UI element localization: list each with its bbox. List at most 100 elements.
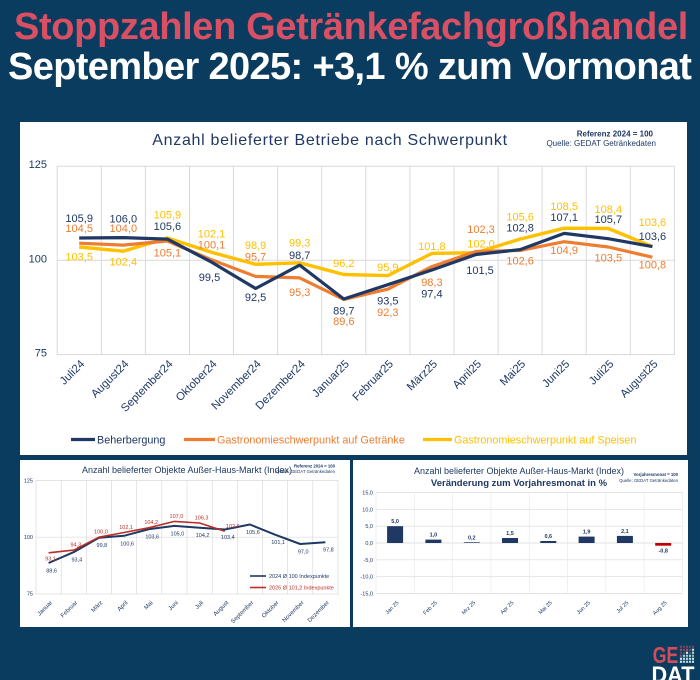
svg-text:93,4: 93,4 xyxy=(71,558,82,564)
svg-text:Anzahl belieferter Betriebe na: Anzahl belieferter Betriebe nach Schwerp… xyxy=(152,132,507,149)
svg-text:März25: März25 xyxy=(405,358,440,393)
svg-text:Mai25: Mai25 xyxy=(498,358,528,388)
svg-text:November: November xyxy=(282,600,306,624)
svg-text:100: 100 xyxy=(29,253,47,265)
svg-text:101,5: 101,5 xyxy=(466,265,494,277)
svg-text:Juli: Juli xyxy=(194,600,205,611)
svg-text:125: 125 xyxy=(24,479,33,485)
svg-text:97,8: 97,8 xyxy=(323,548,334,554)
svg-text:Juli25: Juli25 xyxy=(587,358,616,387)
svg-text:1,0: 1,0 xyxy=(430,533,438,539)
svg-text:DAT: DAT xyxy=(652,662,696,680)
svg-text:Referenz 2024 = 100: Referenz 2024 = 100 xyxy=(577,130,654,139)
svg-text:Juni25: Juni25 xyxy=(540,358,572,390)
svg-text:105,6: 105,6 xyxy=(154,221,182,233)
svg-text:5,0: 5,0 xyxy=(365,524,373,530)
svg-text:August24: August24 xyxy=(89,358,131,400)
svg-text:106,0: 106,0 xyxy=(110,213,138,225)
svg-text:Oktober24: Oktober24 xyxy=(174,358,220,404)
svg-text:95,9: 95,9 xyxy=(377,262,398,274)
svg-text:104,2: 104,2 xyxy=(196,533,210,539)
svg-text:Quelle: GEDAT Getränkedaten: Quelle: GEDAT Getränkedaten xyxy=(619,478,678,483)
svg-text:102,1: 102,1 xyxy=(119,525,133,531)
svg-text:100,6: 100,6 xyxy=(120,541,134,547)
svg-text:Juni: Juni xyxy=(168,600,180,612)
svg-text:104,0: 104,0 xyxy=(110,223,138,235)
svg-text:105,9: 105,9 xyxy=(65,213,93,225)
svg-text:Mai 25: Mai 25 xyxy=(538,600,554,616)
svg-text:104,2: 104,2 xyxy=(144,520,158,526)
svg-text:104,5: 104,5 xyxy=(65,223,93,235)
svg-text:10,0: 10,0 xyxy=(362,507,373,513)
svg-text:-15,0: -15,0 xyxy=(360,592,373,598)
svg-text:Quelle: GEDAT Getränkedaten: Quelle: GEDAT Getränkedaten xyxy=(276,469,335,474)
svg-text:Januar: Januar xyxy=(37,600,54,617)
svg-text:September: September xyxy=(230,600,255,625)
svg-text:-0,8: -0,8 xyxy=(658,549,667,555)
svg-text:Jul 25: Jul 25 xyxy=(616,600,631,615)
svg-text:89,6: 89,6 xyxy=(333,316,354,328)
svg-text:Dezember: Dezember xyxy=(307,600,331,624)
svg-text:Beherbergung: Beherbergung xyxy=(97,434,165,446)
svg-text:August: August xyxy=(213,600,231,618)
svg-text:75: 75 xyxy=(27,592,33,598)
svg-text:97,4: 97,4 xyxy=(421,289,442,301)
svg-text:96,2: 96,2 xyxy=(333,258,354,270)
svg-text:Februar: Februar xyxy=(60,600,79,619)
svg-text:Mrz 25: Mrz 25 xyxy=(461,600,477,616)
svg-text:105,6: 105,6 xyxy=(506,211,534,223)
svg-text:107,0: 107,0 xyxy=(170,514,184,520)
svg-text:Vorjahresmonat = 100: Vorjahresmonat = 100 xyxy=(634,472,679,477)
svg-text:105,6: 105,6 xyxy=(246,530,260,536)
svg-text:103,5: 103,5 xyxy=(595,253,623,265)
svg-text:April: April xyxy=(117,600,130,613)
svg-text:Gastronomieschwerpunkt auf Spe: Gastronomieschwerpunkt auf Speisen xyxy=(454,434,636,446)
svg-text:98,3: 98,3 xyxy=(421,277,442,289)
svg-text:102,0: 102,0 xyxy=(467,238,495,250)
svg-text:1,9: 1,9 xyxy=(583,530,591,536)
svg-text:92,3: 92,3 xyxy=(377,307,398,319)
svg-text:92,5: 92,5 xyxy=(245,292,266,304)
svg-text:-10,0: -10,0 xyxy=(360,575,373,581)
svg-text:89,7: 89,7 xyxy=(333,306,354,318)
svg-text:15,0: 15,0 xyxy=(362,491,373,497)
svg-text:102,3: 102,3 xyxy=(467,224,495,236)
svg-text:Veränderung zum Vorjahresmonat: Veränderung zum Vorjahresmonat in % xyxy=(431,478,608,489)
svg-text:Mai: Mai xyxy=(144,600,155,611)
svg-text:Referenz 2024 = 100: Referenz 2024 = 100 xyxy=(294,464,336,469)
svg-text:5,0: 5,0 xyxy=(391,519,399,525)
svg-text:Februar25: Februar25 xyxy=(351,358,396,403)
svg-text:106,3: 106,3 xyxy=(195,516,209,522)
svg-text:0,0: 0,0 xyxy=(365,541,373,547)
svg-text:108,4: 108,4 xyxy=(595,204,623,216)
svg-text:2025 Ø 101,2 Indexpunkte: 2025 Ø 101,2 Indexpunkte xyxy=(269,586,334,592)
svg-text:94,3: 94,3 xyxy=(70,543,81,549)
svg-text:103,6: 103,6 xyxy=(639,231,667,243)
svg-text:Apr 25: Apr 25 xyxy=(500,600,516,616)
svg-text:Anzahl belieferter Objekte Auß: Anzahl belieferter Objekte Außer-Haus-Ma… xyxy=(414,466,624,476)
svg-text:93,5: 93,5 xyxy=(377,295,398,307)
svg-text:103,6: 103,6 xyxy=(145,535,159,541)
svg-text:98,9: 98,9 xyxy=(245,240,266,252)
svg-text:August25: August25 xyxy=(618,358,660,400)
svg-text:-5,0: -5,0 xyxy=(364,558,373,564)
svg-text:108,5: 108,5 xyxy=(550,201,578,213)
svg-text:Januar25: Januar25 xyxy=(310,358,352,400)
svg-text:Anzahl belieferter Objekte Auß: Anzahl belieferter Objekte Außer-Haus-Ma… xyxy=(82,465,292,475)
svg-text:Jan 25: Jan 25 xyxy=(385,600,401,616)
svg-text:105,0: 105,0 xyxy=(171,531,185,537)
svg-text:März: März xyxy=(91,600,105,614)
svg-text:Feb 25: Feb 25 xyxy=(422,600,438,616)
svg-text:99,8: 99,8 xyxy=(97,543,108,549)
svg-text:GE: GE xyxy=(653,642,679,668)
svg-text:0,6: 0,6 xyxy=(544,534,552,540)
svg-text:0,2: 0,2 xyxy=(468,535,476,541)
svg-text:75: 75 xyxy=(35,348,47,360)
svg-text:95,7: 95,7 xyxy=(245,252,266,264)
svg-text:97,0: 97,0 xyxy=(298,550,309,556)
svg-text:103,6: 103,6 xyxy=(639,217,667,229)
svg-text:99,5: 99,5 xyxy=(199,272,220,284)
svg-text:102,8: 102,8 xyxy=(506,223,534,235)
svg-text:Juli24: Juli24 xyxy=(58,358,87,387)
svg-text:105,9: 105,9 xyxy=(154,210,182,222)
